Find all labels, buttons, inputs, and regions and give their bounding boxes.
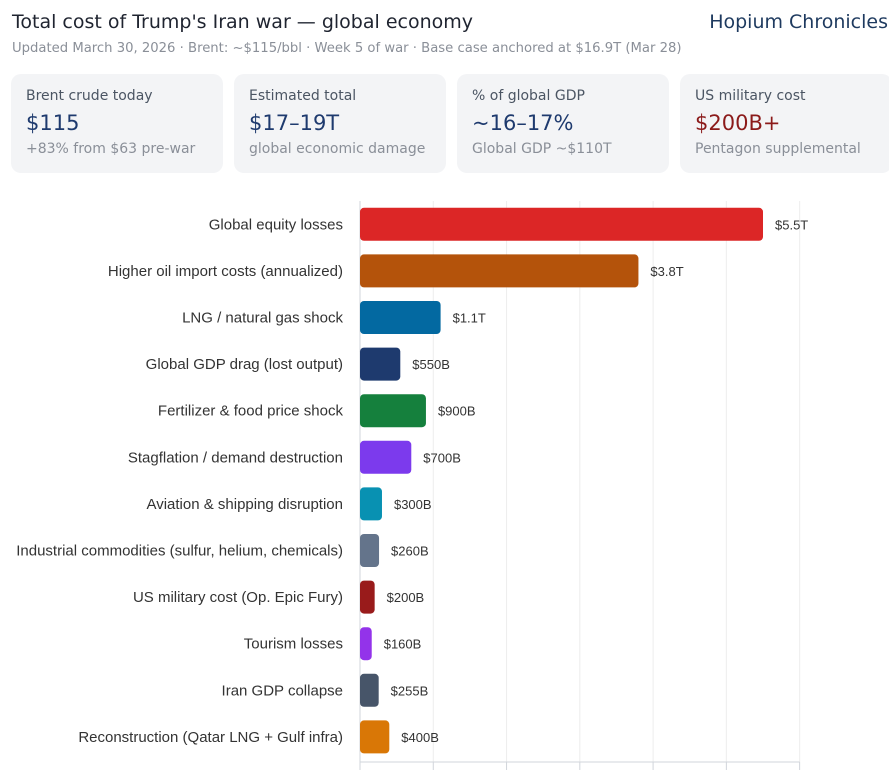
stat-card-total: Estimated total $17–19T global economic … (234, 74, 446, 173)
bar (360, 673, 379, 707)
card-sub: global economic damage (249, 141, 426, 157)
card-sub: Pentagon supplemental (695, 141, 861, 157)
page-subtitle: Updated March 30, 2026 · Brent: ~$115/bb… (12, 41, 682, 56)
category-label: Global GDP drag (lost output) (146, 356, 343, 373)
value-label: $1.1T (453, 311, 486, 326)
bar (360, 534, 380, 567)
category-label: US military cost (Op. Epic Fury) (133, 589, 343, 606)
card-label: Brent crude today (26, 88, 153, 104)
category-label: Reconstruction (Qatar LNG + Gulf infra) (78, 729, 343, 746)
card-value: $115 (26, 111, 80, 135)
value-label: $260B (391, 544, 429, 559)
bar (360, 627, 372, 661)
card-value: ~16–17% (472, 111, 574, 135)
value-label: $5.5T (775, 217, 808, 232)
value-label: $550B (412, 357, 450, 372)
card-label: % of global GDP (472, 88, 585, 104)
category-label: Fertilizer & food price shock (158, 403, 344, 420)
stat-card-brent: Brent crude today $115 +83% from $63 pre… (11, 74, 223, 173)
value-label: $700B (423, 450, 461, 465)
bar (360, 720, 390, 754)
value-label: $300B (394, 497, 432, 512)
card-sub: Global GDP ~$110T (472, 141, 612, 157)
bar (360, 580, 375, 614)
category-label: Industrial commodities (sulfur, helium, … (16, 543, 343, 560)
category-label: LNG / natural gas shock (182, 310, 343, 327)
value-label: $400B (401, 730, 439, 745)
card-label: US military cost (695, 88, 806, 104)
card-sub: +83% from $63 pre-war (26, 141, 196, 157)
card-label: Estimated total (249, 88, 357, 104)
card-value: $17–19T (249, 111, 340, 135)
bar (360, 347, 401, 381)
brand-name[interactable]: Hopium Chronicles (709, 11, 888, 33)
bar (360, 487, 382, 521)
value-label: $160B (384, 637, 422, 652)
category-label: Global equity losses (209, 216, 343, 233)
page-title: Total cost of Trump's Iran war — global … (12, 11, 474, 33)
value-label: $3.8T (650, 264, 683, 279)
category-label: Higher oil import costs (annualized) (108, 263, 343, 280)
category-label: Iran GDP collapse (222, 682, 343, 699)
category-label: Stagflation / demand destruction (128, 449, 343, 466)
bar (360, 207, 763, 241)
bar (360, 394, 426, 428)
category-label: Tourism losses (244, 636, 343, 653)
bar (360, 254, 639, 288)
stat-card-military: US military cost $200B+ Pentagon supplem… (680, 74, 889, 173)
category-label: Aviation & shipping disruption (146, 496, 343, 513)
card-value: $200B+ (695, 111, 781, 135)
stat-card-gdp-share: % of global GDP ~16–17% Global GDP ~$110… (457, 74, 669, 173)
value-label: $255B (391, 683, 429, 698)
value-label: $200B (387, 590, 425, 605)
value-label: $900B (438, 404, 476, 419)
bar (360, 440, 412, 474)
stat-cards: Brent crude today $115 +83% from $63 pre… (11, 74, 889, 173)
bar (360, 301, 441, 334)
